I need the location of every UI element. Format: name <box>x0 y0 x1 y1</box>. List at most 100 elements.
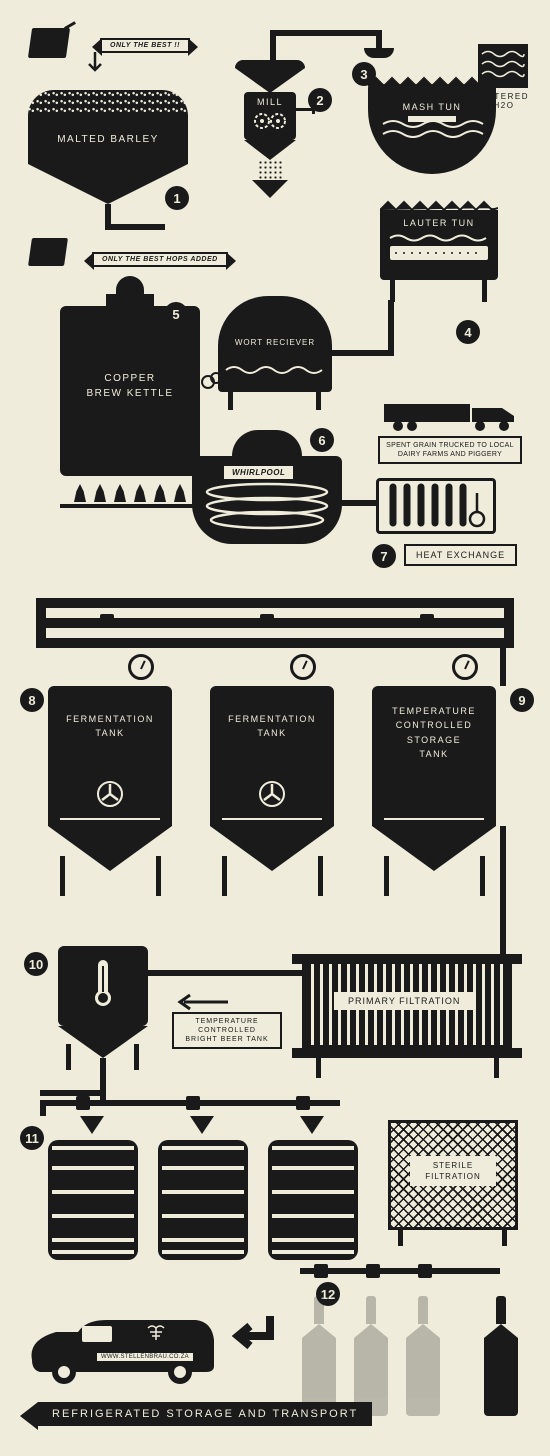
leg <box>60 856 65 896</box>
pipe-manifold <box>40 638 510 648</box>
mill-lower-cone <box>252 180 288 198</box>
pipe <box>148 970 304 976</box>
pipe <box>300 1268 500 1274</box>
joint <box>76 1096 90 1110</box>
joint <box>260 614 274 628</box>
badge-2: 2 <box>308 88 332 112</box>
tap-icon <box>300 1116 324 1134</box>
tank-3-label: TEMPERATURE CONTROLLED STORAGE TANK <box>372 686 496 762</box>
gauge-icon <box>290 654 316 680</box>
filtered-h2o-label: FILTERED H2O <box>470 92 538 110</box>
pipe <box>342 500 378 506</box>
zigzag-icon <box>368 76 496 88</box>
bucket-icon-2 <box>28 238 68 266</box>
pipe <box>332 350 392 356</box>
leg <box>156 856 161 896</box>
fermentation-tank-1: FERMENTATION TANK <box>48 686 172 871</box>
badge-4: 4 <box>456 320 480 344</box>
leg <box>134 1044 139 1070</box>
pipe <box>292 1048 522 1058</box>
joint <box>100 614 114 628</box>
leg <box>316 392 321 410</box>
step-1-label: MALTED BARLEY <box>28 116 188 145</box>
whirlpool-dome <box>232 430 302 456</box>
pour-arrow-icon <box>85 50 105 80</box>
badge-3: 3 <box>352 62 376 86</box>
pipe <box>40 1090 104 1096</box>
van-icon <box>20 1310 220 1390</box>
heat-coils-icon <box>379 481 493 531</box>
mash-waves-icon <box>368 112 496 152</box>
badge-6: 6 <box>310 428 334 452</box>
bottle-icon-filled <box>484 1296 518 1416</box>
flame-icon <box>74 484 86 502</box>
flame-icon <box>114 484 126 502</box>
joint <box>420 614 434 628</box>
fermentation-tank-2: FERMENTATION TANK <box>210 686 334 871</box>
kettle-neck <box>106 294 154 306</box>
tank-2-label: FERMENTATION TANK <box>210 686 334 741</box>
shower-icon <box>364 48 394 58</box>
leg <box>66 1044 71 1070</box>
leg <box>480 856 485 896</box>
bottle-icon <box>354 1296 388 1416</box>
joint <box>314 1264 328 1278</box>
joint <box>366 1264 380 1278</box>
url-label: WWW.STELLENBRAU.CO.ZA <box>96 1352 194 1362</box>
badge-10: 10 <box>24 952 48 976</box>
arrow-left-icon <box>172 992 232 1012</box>
mill-out-cone <box>244 140 296 160</box>
flame-icon <box>174 484 186 502</box>
flame-icon <box>154 484 166 502</box>
leg <box>222 856 227 896</box>
leg <box>316 1058 321 1078</box>
propeller-icon <box>96 780 124 808</box>
pipe <box>376 30 382 50</box>
leg <box>384 856 389 896</box>
tank-line <box>222 818 322 820</box>
spent-grain-label: SPENT GRAIN TRUCKED TO LOCAL DAIRY FARMS… <box>378 436 522 464</box>
heat-exchange <box>376 478 496 534</box>
leg <box>398 1230 403 1246</box>
propeller-icon <box>258 780 286 808</box>
wort-waves-icon <box>218 358 332 388</box>
transport-banner: REFRIGERATED STORAGE AND TRANSPORT <box>38 1402 372 1426</box>
burner-bar <box>60 504 200 508</box>
tank-line <box>60 818 160 820</box>
badge-7: 7 <box>372 544 396 568</box>
step-4-label: LAUTER TUN <box>380 210 498 228</box>
barrel-icon <box>48 1140 138 1260</box>
mill-funnel-cone <box>235 68 305 93</box>
bright-beer-tank <box>58 946 148 1026</box>
sterile-filtration-label: STERILE FILTRATION <box>410 1156 496 1186</box>
tap-icon <box>80 1116 104 1134</box>
leg <box>482 280 487 302</box>
arrow-down-left-icon <box>226 1310 282 1360</box>
badge-1: 1 <box>165 186 189 210</box>
filtered-h2o-box <box>478 44 528 88</box>
barley-hopper-body: MALTED BARLEY <box>28 116 188 164</box>
flame-icon <box>94 484 106 502</box>
mill-body: MILL <box>244 92 296 140</box>
bottle-icon <box>302 1296 336 1416</box>
tank-1-label: FERMENTATION TANK <box>48 686 172 741</box>
leg <box>502 1230 507 1246</box>
only-best-hops-banner: ONLY THE BEST HOPS ADDED <box>92 252 228 267</box>
barrel-icon <box>268 1140 358 1260</box>
primary-filtration-label: PRIMARY FILTRATION <box>334 992 474 1010</box>
step-2-label: MILL <box>244 92 296 107</box>
barley-hopper-cone <box>28 164 188 204</box>
bottle-icon <box>406 1296 440 1416</box>
wort-receiver: WORT RECIEVER <box>218 296 332 392</box>
gauge-icon <box>128 654 154 680</box>
bucket-handle <box>64 21 76 30</box>
gear-icon <box>244 109 296 133</box>
leg <box>494 1058 499 1078</box>
barrel-icon <box>158 1140 248 1260</box>
flame-icon <box>134 484 146 502</box>
lauter-waves-icon <box>380 228 498 264</box>
leg <box>228 392 233 410</box>
mill-spray-icon <box>258 160 282 180</box>
pipe <box>270 30 380 36</box>
gauge-icon <box>452 654 478 680</box>
